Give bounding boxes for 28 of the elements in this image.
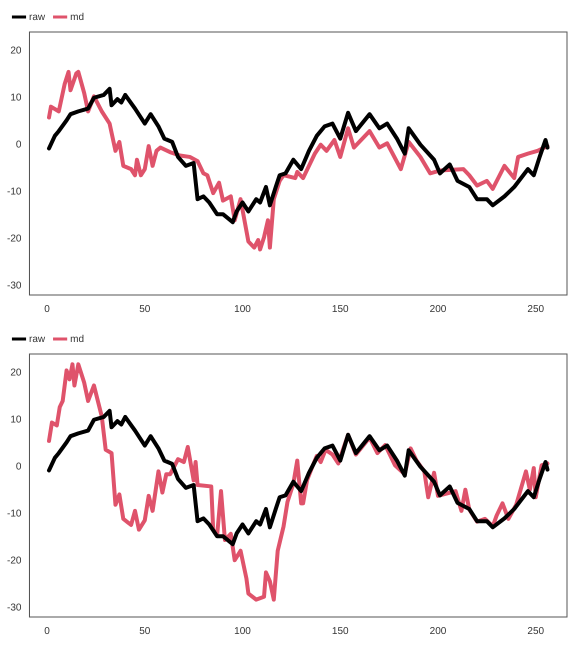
y-tick-label: -20 xyxy=(7,555,22,566)
y-tick-label: 10 xyxy=(10,414,22,426)
x-tick-label: 200 xyxy=(430,304,447,315)
y-tick-label: -10 xyxy=(7,186,22,198)
legend-label: md xyxy=(70,12,84,23)
y-tick-label: 20 xyxy=(10,46,22,57)
x-tick-label: 150 xyxy=(332,626,350,637)
legend-label: raw xyxy=(29,334,46,345)
x-tick-label: 250 xyxy=(527,304,545,315)
y-tick-label: -10 xyxy=(7,508,22,520)
y-tick-label: 0 xyxy=(16,461,22,472)
y-tick-label: -30 xyxy=(7,602,22,614)
y-tick-label: -30 xyxy=(7,280,22,292)
x-tick-label: 50 xyxy=(139,626,151,637)
x-tick-label: 50 xyxy=(139,304,151,315)
x-tick-label: 250 xyxy=(527,626,545,637)
y-tick-label: 10 xyxy=(10,92,22,104)
y-tick-label: -20 xyxy=(7,233,22,244)
x-tick-label: 200 xyxy=(430,626,447,637)
x-tick-label: 100 xyxy=(234,304,252,315)
x-tick-label: 0 xyxy=(44,304,50,315)
x-tick-label: 100 xyxy=(234,626,252,637)
x-tick-label: 0 xyxy=(44,626,50,637)
legend-label: raw xyxy=(29,12,46,23)
legend-label: md xyxy=(70,334,84,345)
y-tick-label: 20 xyxy=(10,368,22,379)
y-tick-label: 0 xyxy=(16,139,22,150)
x-tick-label: 150 xyxy=(332,304,350,315)
